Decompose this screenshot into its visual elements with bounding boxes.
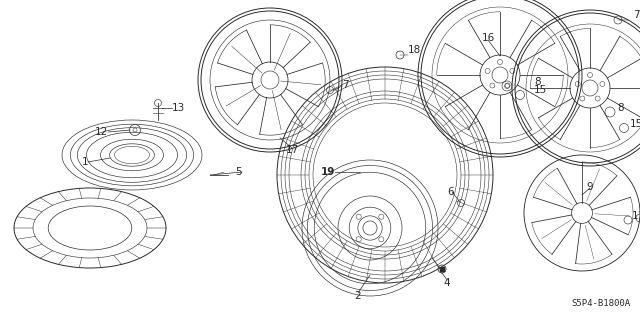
Text: 7: 7 bbox=[342, 80, 349, 90]
Text: 5: 5 bbox=[236, 167, 242, 177]
Text: 9: 9 bbox=[587, 182, 593, 192]
Text: 19: 19 bbox=[321, 167, 335, 177]
Text: 15: 15 bbox=[630, 119, 640, 129]
Text: 13: 13 bbox=[172, 103, 185, 113]
Text: 11: 11 bbox=[632, 211, 640, 221]
Text: 17: 17 bbox=[285, 145, 299, 155]
Text: 8: 8 bbox=[617, 103, 623, 113]
Text: 8: 8 bbox=[534, 77, 541, 87]
Text: 2: 2 bbox=[355, 291, 362, 301]
Text: 6: 6 bbox=[448, 187, 454, 197]
Text: 1: 1 bbox=[81, 157, 88, 167]
Text: 18: 18 bbox=[408, 45, 421, 55]
Text: 7: 7 bbox=[633, 10, 639, 20]
Text: 4: 4 bbox=[444, 278, 451, 288]
Text: 12: 12 bbox=[95, 127, 108, 137]
Text: 16: 16 bbox=[481, 33, 495, 43]
Text: 15: 15 bbox=[534, 85, 547, 95]
Text: S5P4-B1800A: S5P4-B1800A bbox=[571, 299, 630, 308]
